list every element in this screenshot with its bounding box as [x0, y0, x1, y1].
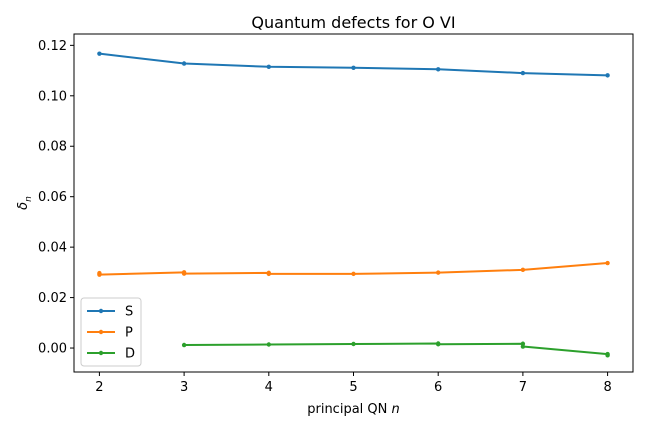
data-point [351, 271, 356, 277]
series-line [98, 52, 609, 77]
data-point [351, 65, 356, 71]
data-point [520, 344, 526, 349]
data-point [605, 353, 610, 358]
series-line [183, 342, 609, 357]
y-axis-label: δn [16, 196, 34, 210]
x-tick-label: 5 [349, 380, 357, 395]
data-point [97, 272, 102, 277]
data-point [181, 61, 187, 66]
y-tick-label: 0.08 [38, 140, 67, 155]
y-tick-label: 0.06 [38, 190, 67, 205]
x-tick-label: 7 [519, 380, 527, 395]
data-point [266, 342, 272, 347]
data-point [605, 260, 610, 266]
x-axis-label: principal QN n [307, 402, 400, 417]
series-p [97, 260, 610, 277]
data-point [266, 271, 272, 277]
data-point [520, 267, 526, 273]
plot-area [97, 51, 610, 358]
data-point [520, 70, 526, 76]
data-point [97, 51, 102, 56]
data-point [435, 270, 441, 275]
series-d [181, 341, 610, 358]
x-tick-label: 8 [603, 380, 611, 395]
plot-frame [73, 33, 634, 373]
series-s [97, 51, 610, 78]
data-point [181, 342, 187, 348]
data-point [181, 271, 187, 276]
legend-marker [98, 350, 104, 356]
legend-label: P [125, 326, 133, 341]
legend-label: S [125, 305, 133, 320]
y-tick-label: 0.12 [38, 39, 67, 54]
x-axis: 2 3 4 5 6 7 8 [95, 372, 612, 395]
data-point [605, 73, 610, 78]
y-tick-label: 0.10 [38, 89, 67, 104]
chart-title: Quantum defects for O VI [251, 13, 455, 32]
x-tick-label: 6 [434, 380, 442, 395]
x-tick-label: 2 [95, 380, 103, 395]
legend-label: D [125, 347, 135, 362]
legend-marker [98, 329, 104, 335]
y-tick-label: 0.00 [38, 342, 67, 357]
legend-marker [98, 308, 104, 314]
y-tick-label: 0.04 [38, 241, 67, 256]
y-tick-label: 0.02 [38, 291, 67, 306]
data-point [435, 67, 441, 72]
data-point [351, 341, 356, 347]
x-tick-label: 4 [265, 380, 273, 395]
data-point [435, 342, 441, 347]
data-point [266, 64, 272, 69]
x-tick-label: 3 [180, 380, 188, 395]
legend: SPD [80, 297, 142, 367]
y-axis: 0.00 0.02 0.04 0.06 0.08 0.10 0.12 [38, 39, 74, 357]
